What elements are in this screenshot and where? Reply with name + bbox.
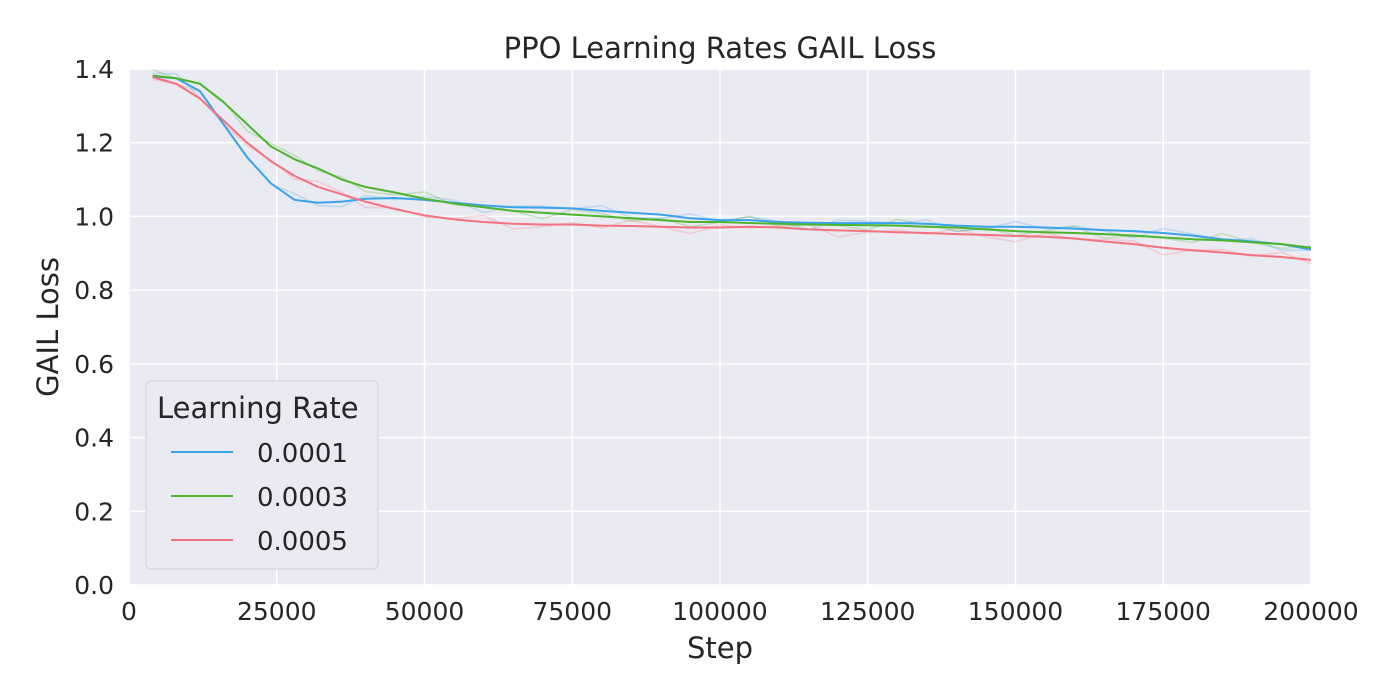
x-tick-label: 50000 (385, 597, 465, 626)
y-tick-label: 1.4 (74, 55, 114, 84)
legend-label-0.0003: 0.0003 (257, 483, 348, 513)
x-axis-label: Step (687, 631, 753, 665)
raw-series-lines (152, 68, 1312, 265)
x-tick-label: 175000 (1116, 597, 1211, 626)
legend-box (145, 380, 379, 570)
raw-line-series-0.0005 (152, 78, 1312, 265)
y-axis-label: GAIL Loss (31, 257, 65, 397)
y-tick-labels: 0.0 0.2 0.4 0.6 0.8 1.0 1.2 1.4 (74, 55, 114, 600)
legend-label-0.0001: 0.0001 (257, 439, 348, 469)
y-tick-label: 0.8 (74, 276, 114, 305)
y-tick-label: 1.0 (74, 202, 114, 231)
raw-line-series-0.0003 (152, 68, 1312, 250)
y-tick-label: 0.4 (74, 424, 114, 453)
x-tick-label: 100000 (672, 597, 767, 626)
x-tick-label: 125000 (820, 597, 915, 626)
line-series-0.0005 (152, 76, 1312, 261)
legend-label-0.0005: 0.0005 (257, 527, 348, 557)
legend-items: 0.0001 0.0003 0.0005 (171, 439, 348, 557)
legend: Learning Rate 0.0001 0.0003 0.0005 (145, 380, 379, 570)
x-tick-label: 25000 (237, 597, 317, 626)
y-tick-label: 0.6 (74, 350, 114, 379)
y-tick-label: 1.2 (74, 129, 114, 158)
x-tick-label: 0 (121, 597, 137, 626)
y-tick-label: 0.0 (74, 571, 114, 600)
x-tick-label: 150000 (968, 597, 1063, 626)
raw-line-series-0.0001 (152, 72, 1312, 252)
x-tick-label: 75000 (532, 597, 612, 626)
line-series-0.0003 (152, 74, 1312, 249)
x-tick-label: 200000 (1263, 597, 1358, 626)
line-series-0.0001 (152, 75, 1312, 251)
y-tick-label: 0.2 (74, 497, 114, 526)
smoothed-series-lines (152, 74, 1312, 261)
chart-title: PPO Learning Rates GAIL Loss (504, 31, 937, 65)
x-tick-labels: 0 25000 50000 75000 100000 125000 150000 175000… (121, 597, 1359, 626)
grid (128, 68, 1312, 586)
legend-title: Learning Rate (157, 391, 359, 425)
